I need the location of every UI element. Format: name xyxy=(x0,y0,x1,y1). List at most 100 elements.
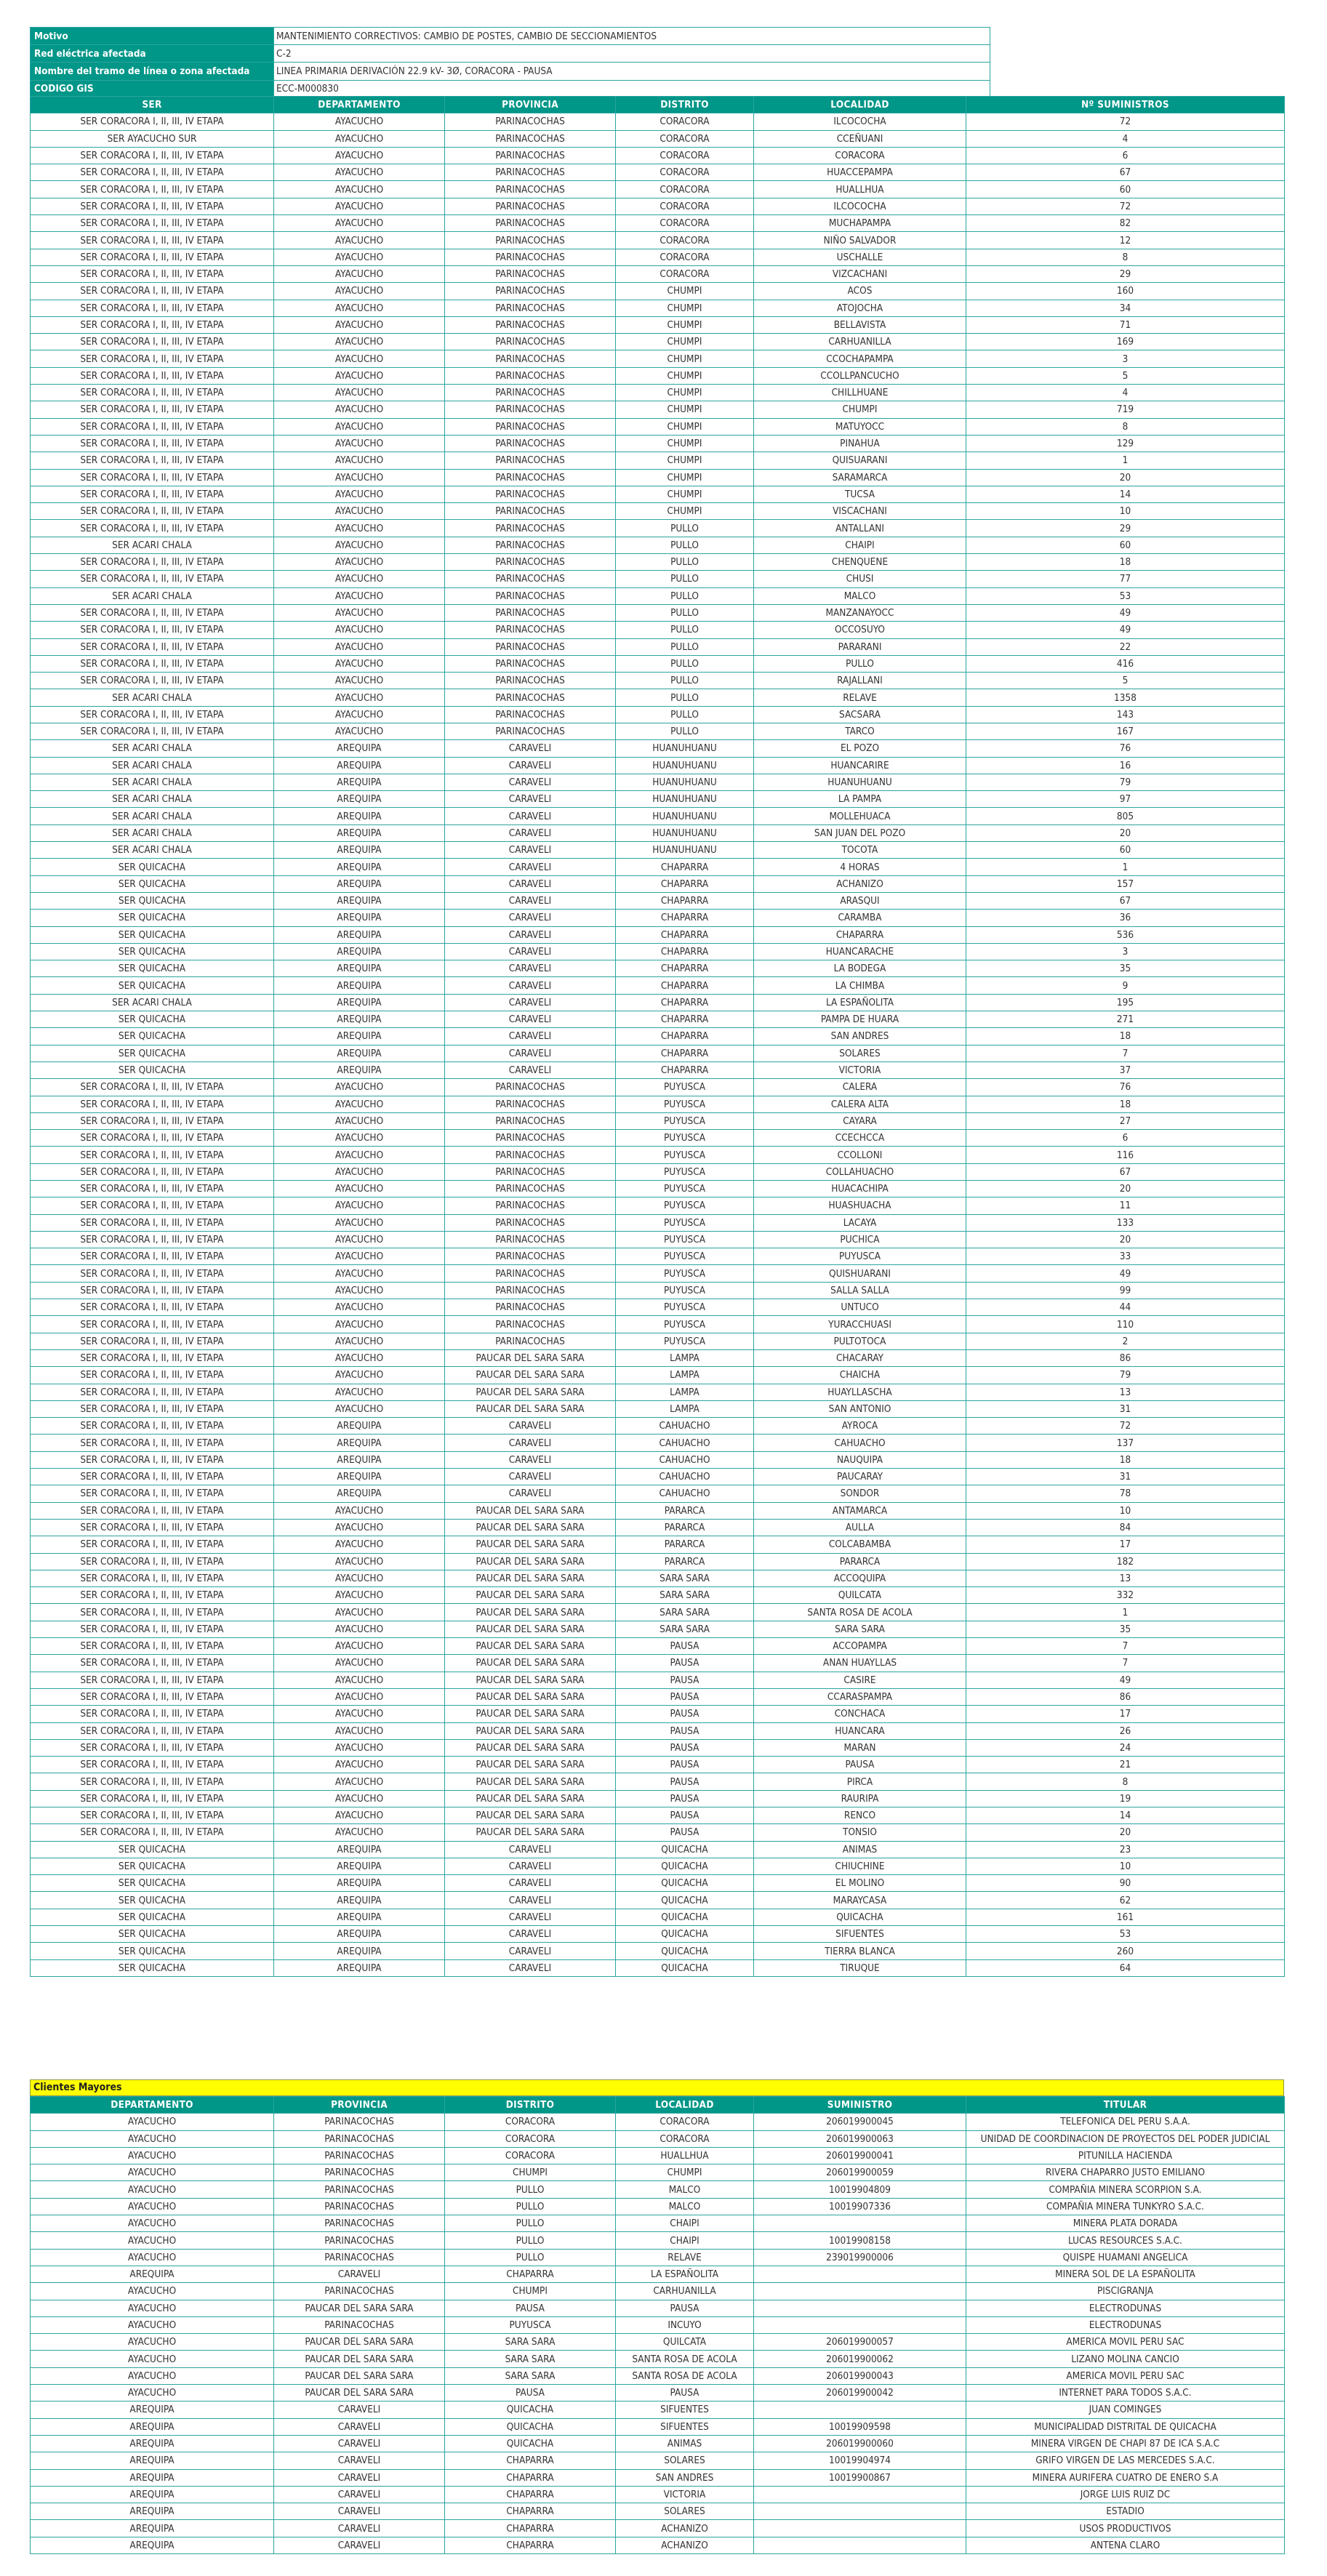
table-cell: 90 xyxy=(966,1874,1285,1893)
table-cell: AREQUIPA xyxy=(273,807,445,825)
table-cell: TIRUQUE xyxy=(753,1959,966,1977)
table-cell: SARA SARA xyxy=(615,1603,754,1621)
table-cell: EL MOLINO xyxy=(753,1874,966,1893)
table-cell: SER QUICACHA xyxy=(30,960,274,978)
table-cell: QUICACHA xyxy=(444,2417,616,2436)
table-cell: PARINACOCHAS xyxy=(444,401,616,419)
table-cell: SER ACARI CHALA xyxy=(30,689,274,707)
table-cell: QUISPE HUAMANI ANGELICA xyxy=(966,2248,1285,2266)
table-cell: 7 xyxy=(966,1044,1285,1062)
table-cell: AYACUCHO xyxy=(273,672,445,690)
table-cell: SER CORACORA I, II, III, IV ETAPA xyxy=(30,1230,274,1249)
table-cell: COMPAÑIA MINERA TUNKYRO S.A.C. xyxy=(966,2197,1285,2216)
table-cell: AREQUIPA xyxy=(30,2503,274,2521)
table-cell xyxy=(753,2519,966,2537)
info-label: Nombre del tramo de línea o zona afectad… xyxy=(30,62,274,81)
info-label: Red eléctrica afectada xyxy=(30,44,274,63)
table-row: SER QUICACHA AREQUIPA CARAVELI CHAPARRA ARAS… xyxy=(30,891,1285,910)
table-cell: HUANCARACHE xyxy=(753,942,966,961)
table-cell: 34 xyxy=(966,299,1285,317)
table-cell: CORACORA xyxy=(615,129,754,148)
table-cell: CHAPARRA xyxy=(615,942,754,961)
table-cell: AMERICA MOVIL PERU SAC xyxy=(966,2333,1285,2351)
table-cell: ANTENA CLARO xyxy=(966,2536,1285,2555)
table-cell: 36 xyxy=(966,909,1285,927)
table-cell: ESTADIO xyxy=(966,2503,1285,2521)
table-cell: AYACUCHO xyxy=(30,2164,274,2182)
table-cell: SER QUICACHA xyxy=(30,891,274,910)
table-cell: SER CORACORA I, II, III, IV ETAPA xyxy=(30,366,274,385)
table-cell: PULLO xyxy=(615,570,754,588)
table-cell: 11 xyxy=(966,1197,1285,1215)
table-cell: SER ACARI CHALA xyxy=(30,807,274,825)
table-cell: 719 xyxy=(966,401,1285,419)
table-row: SER CORACORA I, II, III, IV ETAPA AYACUCH… xyxy=(30,1823,1285,1842)
table-cell: HUANUHUANU xyxy=(753,773,966,792)
table-cell: 9 xyxy=(966,976,1285,995)
table-row: SER CORACORA I, II, III, IV ETAPA AYACUCH… xyxy=(30,1264,1285,1283)
table-cell: QUICACHA xyxy=(615,1874,754,1893)
table-cell: CHUMPI xyxy=(615,333,754,351)
table-cell: SER CORACORA I, II, III, IV ETAPA xyxy=(30,1417,274,1435)
table-cell: AYACUCHO xyxy=(273,621,445,639)
table-cell: CAHUACHO xyxy=(753,1434,966,1452)
table-cell: PAUSA xyxy=(615,1773,754,1791)
table-cell: ANTAMARCA xyxy=(753,1501,966,1520)
table-cell: PARARCA xyxy=(615,1518,754,1537)
table-cell: PARINACOCHAS xyxy=(444,1299,616,1317)
table-cell: PAUCAR DEL SARA SARA xyxy=(444,1518,616,1537)
table-cell: 12 xyxy=(966,231,1285,249)
table-cell: CHUMPI xyxy=(615,282,754,300)
table-row: SER ACARI CHALA AREQUIPA CARAVELI HUANUHUAN… xyxy=(30,841,1285,859)
column-header: TITULAR xyxy=(966,2095,1285,2114)
column-header: LOCALIDAD xyxy=(615,2095,754,2114)
table-row: SER CORACORA I, II, III, IV ETAPA AYACUCH… xyxy=(30,299,1285,317)
table-cell: CHUMPI xyxy=(615,401,754,419)
table-cell: CORACORA xyxy=(444,2113,616,2131)
table-cell: JORGE LUIS RUIZ DC xyxy=(966,2485,1285,2504)
table-cell: CHUMPI xyxy=(615,316,754,334)
table-cell: SER CORACORA I, II, III, IV ETAPA xyxy=(30,401,274,419)
table-row: SER CORACORA I, II, III, IV ETAPA AYACUCH… xyxy=(30,248,1285,266)
table-cell: LA BODEGA xyxy=(753,960,966,978)
table-cell: SACSARA xyxy=(753,705,966,723)
table-cell: QUICACHA xyxy=(615,1959,754,1977)
table-cell: CARAVELI xyxy=(444,1959,616,1977)
table-cell: CHUMPI xyxy=(615,299,754,317)
table-row: AYACUCHO PARINACOCHAS PULLO CHAIPI MINERA PL… xyxy=(30,2215,1285,2233)
table-row: SER CORACORA I, II, III, IV ETAPA AYACUCH… xyxy=(30,1383,1285,1401)
table-cell: CHAPARRA xyxy=(615,891,754,910)
table-cell: AYACUCHO xyxy=(273,265,445,284)
table-cell: CARAVELI xyxy=(273,2485,445,2504)
table-cell: SER CORACORA I, II, III, IV ETAPA xyxy=(30,1586,274,1605)
table-row: AYACUCHO PARINACOCHAS PULLO CHAIPI 100199081… xyxy=(30,2231,1285,2250)
info-label: Motivo xyxy=(30,26,274,46)
table-cell: CAHUACHO xyxy=(615,1417,754,1435)
table-cell: PUYUSCA xyxy=(615,1112,754,1131)
table-cell: COMPAÑIA MINERA SCORPION S.A. xyxy=(966,2180,1285,2199)
table-cell: 1 xyxy=(966,858,1285,876)
table-row: AYACUCHO PAUCAR DEL SARA SARA SARA SARA QUI… xyxy=(30,2333,1285,2351)
table-cell: PARINACOCHAS xyxy=(444,452,616,470)
table-cell: AYACUCHO xyxy=(273,1332,445,1350)
table-row: SER ACARI CHALA AREQUIPA CARAVELI CHAPARRA L… xyxy=(30,993,1285,1012)
table-cell: PAUCAR DEL SARA SARA xyxy=(444,1552,616,1570)
table-cell: ILCOCOCHA xyxy=(753,113,966,131)
table-cell: GRIFO VIRGEN DE LAS MERCEDES S.A.C. xyxy=(966,2452,1285,2470)
table-row: SER CORACORA I, II, III, IV ETAPA AYACUCH… xyxy=(30,1569,1285,1588)
table-cell: CORACORA xyxy=(615,113,754,131)
table-row: SER CORACORA I, II, III, IV ETAPA AREQUIP… xyxy=(30,1468,1285,1486)
table-cell: AREQUIPA xyxy=(273,1874,445,1893)
table-row: SER CORACORA I, II, III, IV ETAPA AYACUCH… xyxy=(30,1806,1285,1825)
table-row: SER CORACORA I, II, III, IV ETAPA AYACUCH… xyxy=(30,1163,1285,1181)
table-row: SER CORACORA I, II, III, IV ETAPA AYACUCH… xyxy=(30,350,1285,368)
table-row: SER CORACORA I, II, III, IV ETAPA AYACUCH… xyxy=(30,1129,1285,1147)
table-cell: AYACUCHO xyxy=(273,231,445,249)
table-cell: 84 xyxy=(966,1518,1285,1537)
table-cell: PARINACOCHAS xyxy=(444,638,616,656)
table-cell: CORACORA xyxy=(615,265,754,284)
table-cell: CARAVELI xyxy=(444,1891,616,1909)
table-cell: PUYUSCA xyxy=(615,1248,754,1266)
table-cell: AYACUCHO xyxy=(273,519,445,537)
table-cell: SER CORACORA I, II, III, IV ETAPA xyxy=(30,621,274,639)
